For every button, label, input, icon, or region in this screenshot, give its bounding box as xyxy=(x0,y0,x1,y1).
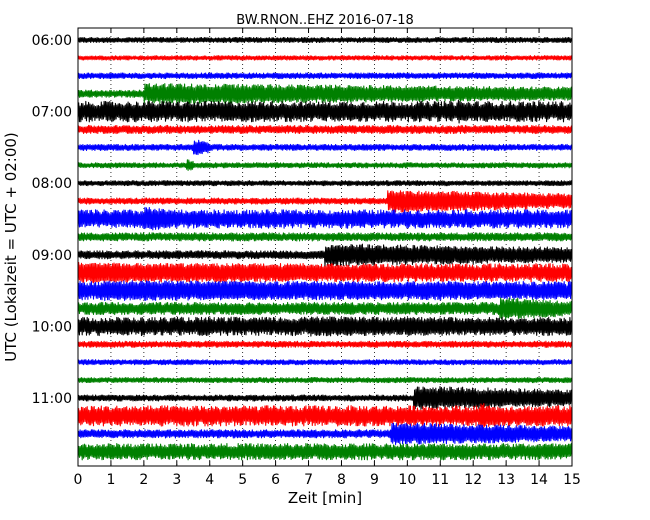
seismic-trace xyxy=(77,377,573,384)
chart-title: BW.RNON..EHZ 2016-07-18 xyxy=(236,13,414,28)
x-tick-label: 7 xyxy=(304,472,313,488)
seismic-trace xyxy=(77,297,573,320)
seismic-trace xyxy=(77,180,573,187)
seismic-trace xyxy=(77,261,573,284)
seismic-trace xyxy=(77,403,573,429)
seismic-trace xyxy=(77,72,573,80)
seismic-trace xyxy=(77,443,573,461)
seismic-trace xyxy=(77,124,573,135)
seismic-trace xyxy=(77,159,573,171)
y-tick-label: 07:00 xyxy=(32,105,72,121)
x-tick-label: 1 xyxy=(106,472,115,488)
x-tick-label: 11 xyxy=(431,472,449,488)
x-tick-label: 10 xyxy=(398,472,416,488)
seismic-trace xyxy=(77,359,573,366)
x-axis-ticks: 0 1 2 3 4 5 6 7 8 9 10 11 12 13 14 15 xyxy=(74,28,581,488)
seismic-trace xyxy=(77,206,573,231)
y-tick-label: 11:00 xyxy=(32,391,72,407)
x-tick-label: 6 xyxy=(271,472,280,488)
y-tick-label: 08:00 xyxy=(32,176,72,192)
x-tick-label: 0 xyxy=(74,472,83,488)
seismic-trace xyxy=(77,190,573,213)
x-tick-label: 15 xyxy=(563,472,581,488)
x-tick-label: 14 xyxy=(530,472,548,488)
seismic-trace xyxy=(77,422,573,446)
seismic-trace xyxy=(77,280,573,302)
seismic-trace xyxy=(77,139,573,156)
seismic-trace xyxy=(77,340,573,348)
y-axis-label: UTC (Lokalzeit = UTC + 02:00) xyxy=(2,132,20,362)
x-tick-label: 9 xyxy=(370,472,379,488)
seismic-trace xyxy=(77,386,573,411)
seismic-trace xyxy=(77,243,573,267)
seismic-trace xyxy=(77,83,573,104)
seismic-trace xyxy=(77,316,573,337)
seismic-trace xyxy=(77,55,573,61)
seismic-trace xyxy=(77,99,573,124)
x-tick-label: 3 xyxy=(172,472,181,488)
y-tick-label: 10:00 xyxy=(32,319,72,335)
seismic-trace xyxy=(77,36,573,44)
x-tick-label: 2 xyxy=(139,472,148,488)
x-tick-label: 5 xyxy=(238,472,247,488)
x-tick-label: 8 xyxy=(337,472,346,488)
seismic-traces xyxy=(77,36,573,461)
x-tick-label: 12 xyxy=(464,472,482,488)
seismic-trace xyxy=(77,232,573,242)
y-axis-ticks: 06:00 07:00 08:00 09:00 10:00 11:00 xyxy=(32,33,572,407)
x-tick-label: 13 xyxy=(497,472,515,488)
x-tick-label: 4 xyxy=(205,472,214,488)
plot-frame xyxy=(77,27,573,467)
y-tick-label: 06:00 xyxy=(32,33,72,49)
x-axis-label: Zeit [min] xyxy=(288,489,362,507)
y-tick-label: 09:00 xyxy=(32,248,72,264)
